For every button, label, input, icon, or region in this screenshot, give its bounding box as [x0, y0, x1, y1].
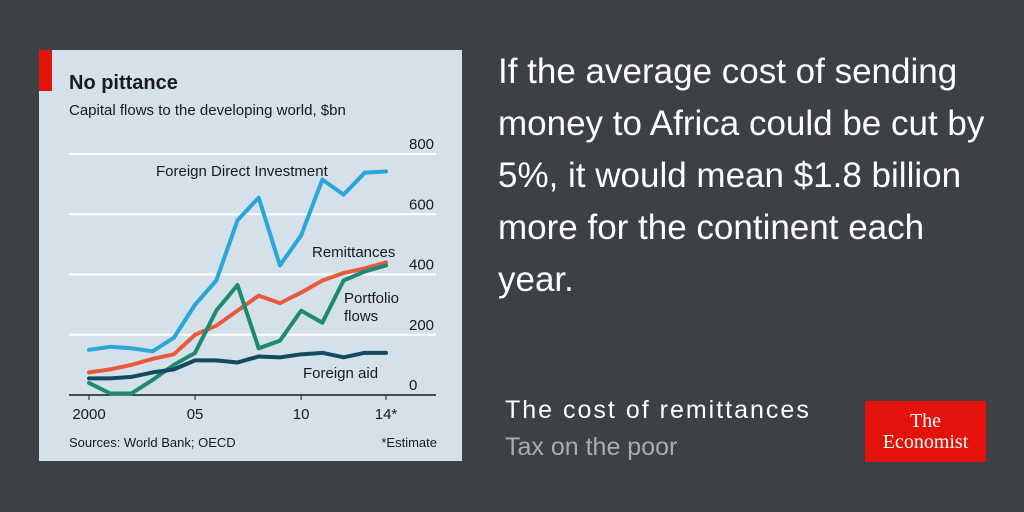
- chart-title: No pittance: [69, 72, 178, 94]
- series-line-foreign-aid: [87, 350, 388, 381]
- red-accent-tab: [39, 50, 52, 91]
- line-chart: 0 200 400 600 800 2000 05 10 14* Foreign Direct I…: [69, 136, 436, 423]
- y-tick-label: 400: [409, 257, 434, 274]
- x-tick-label: 05: [187, 406, 204, 423]
- x-tick-label: 10: [293, 406, 310, 423]
- article-subtitle: Tax on the poor: [505, 433, 678, 461]
- y-tick-label: 600: [409, 196, 434, 213]
- chart-subtitle: Capital flows to the developing world, $…: [69, 102, 346, 119]
- y-tick-label: 800: [409, 136, 434, 153]
- chart-estimate-note: *Estimate: [381, 435, 437, 450]
- x-tick-label: 2000: [72, 406, 105, 423]
- series-label-remittances: Remittances: [312, 244, 395, 261]
- series-line-remittances: [87, 260, 388, 375]
- chart-card: No pittance Capital flows to the develop…: [39, 50, 462, 461]
- series-line-foreign-direct-investment: [87, 169, 388, 354]
- series-label-portfolio-flows: Portfolio: [344, 290, 399, 307]
- article-title: The cost of remittances: [505, 396, 811, 424]
- y-tick-label: 0: [409, 377, 417, 394]
- headline-quote: If the average cost of sending money to …: [498, 52, 985, 299]
- series-label-foreign-direct-investment: Foreign Direct Investment: [156, 163, 329, 180]
- economist-logo: The Economist: [865, 401, 986, 462]
- logo-line-1: The: [909, 409, 942, 432]
- series-line-portfolio-flows: [87, 263, 388, 396]
- logo-line-2: Economist: [882, 430, 969, 453]
- x-tick-label: 14*: [375, 406, 398, 423]
- series-label-portfolio-flows: flows: [344, 308, 378, 325]
- y-tick-label: 200: [409, 317, 434, 334]
- chart-sources: Sources: World Bank; OECD: [69, 435, 236, 450]
- series-label-foreign-aid: Foreign aid: [303, 365, 378, 382]
